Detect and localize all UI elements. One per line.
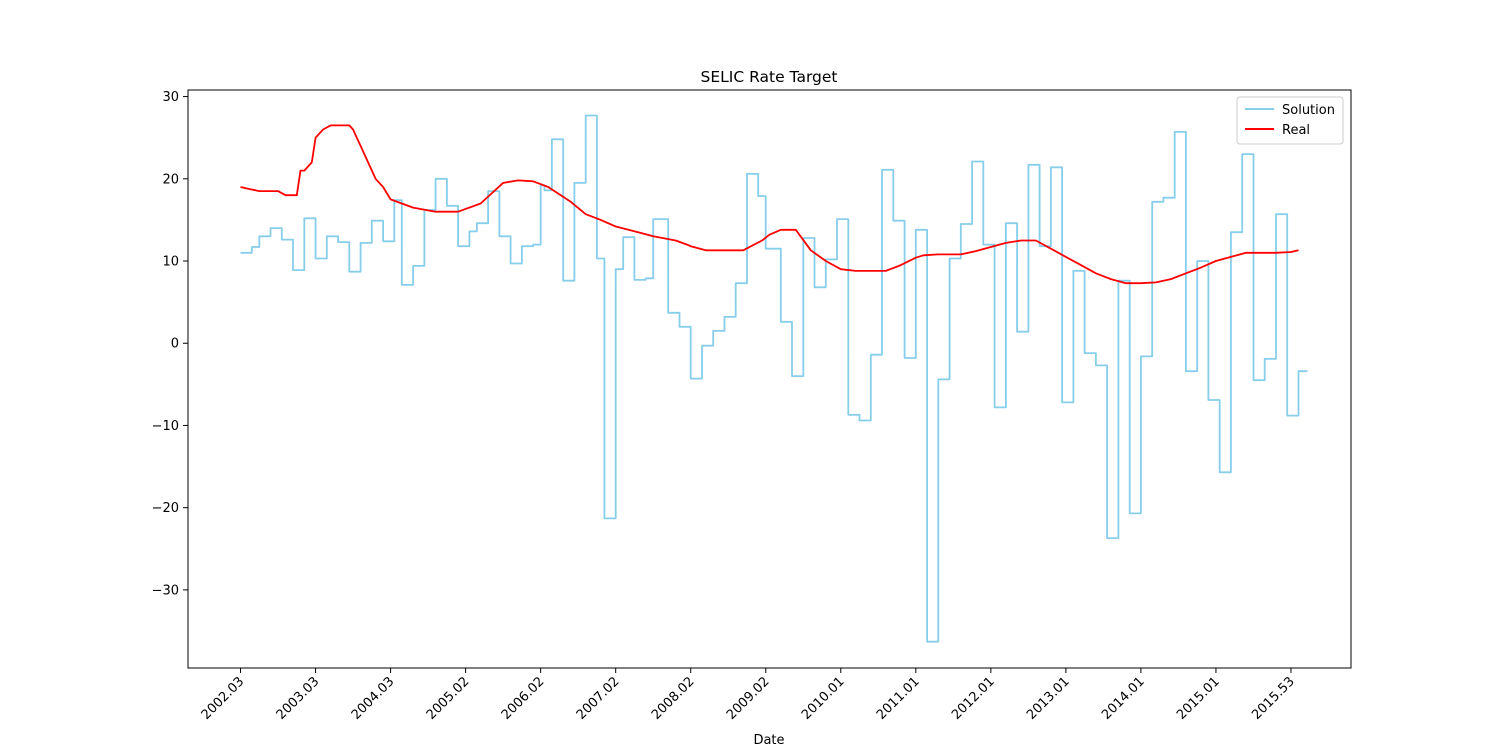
y-tick-label: 0 [171,337,179,352]
plot-frame [187,89,1352,669]
legend: Solution Real [1236,96,1344,145]
x-tick-label: 2002.03 [199,674,248,723]
x-axis: 2002.03 2003.03 2004.03 2005.02 2006.02 2007.… [199,668,1298,723]
series-line-real [240,124,1299,285]
x-tick-label: 2015.53 [1249,674,1298,723]
legend-label-real: Real [1282,123,1310,138]
x-tick-label: 2003.03 [274,674,323,723]
series-layer [240,114,1308,643]
x-tick-label: 2007.02 [574,674,623,723]
x-tick-label: 2011.01 [874,674,923,723]
x-tick-label: 2015.01 [1174,674,1223,723]
x-tick-label: 2006.02 [499,674,548,723]
y-tick-label: −10 [152,419,179,434]
x-axis-label: Date [753,733,784,748]
plot-area [187,89,1352,669]
y-tick-label: 20 [162,172,179,187]
x-tick-label: 2012.01 [949,674,998,723]
y-tick-label: −20 [152,501,179,516]
legend-label-solution: Solution [1282,103,1335,118]
x-tick-label: 2008.02 [649,674,698,723]
x-tick-label: 2005.02 [424,674,473,723]
y-tick-label: 30 [162,90,179,105]
y-axis: 30 20 10 0 −10 −20 −30 [152,90,188,598]
y-tick-label: 10 [162,255,179,270]
y-tick-label: −30 [152,583,179,598]
x-tick-label: 2013.01 [1024,674,1073,723]
x-tick-label: 2009.02 [724,674,773,723]
x-tick-label: 2010.01 [799,674,848,723]
chart-title: SELIC Rate Target [700,68,837,86]
x-tick-label: 2014.01 [1099,674,1148,723]
x-tick-label: 2004.03 [349,674,398,723]
series-line-solution [240,114,1308,643]
